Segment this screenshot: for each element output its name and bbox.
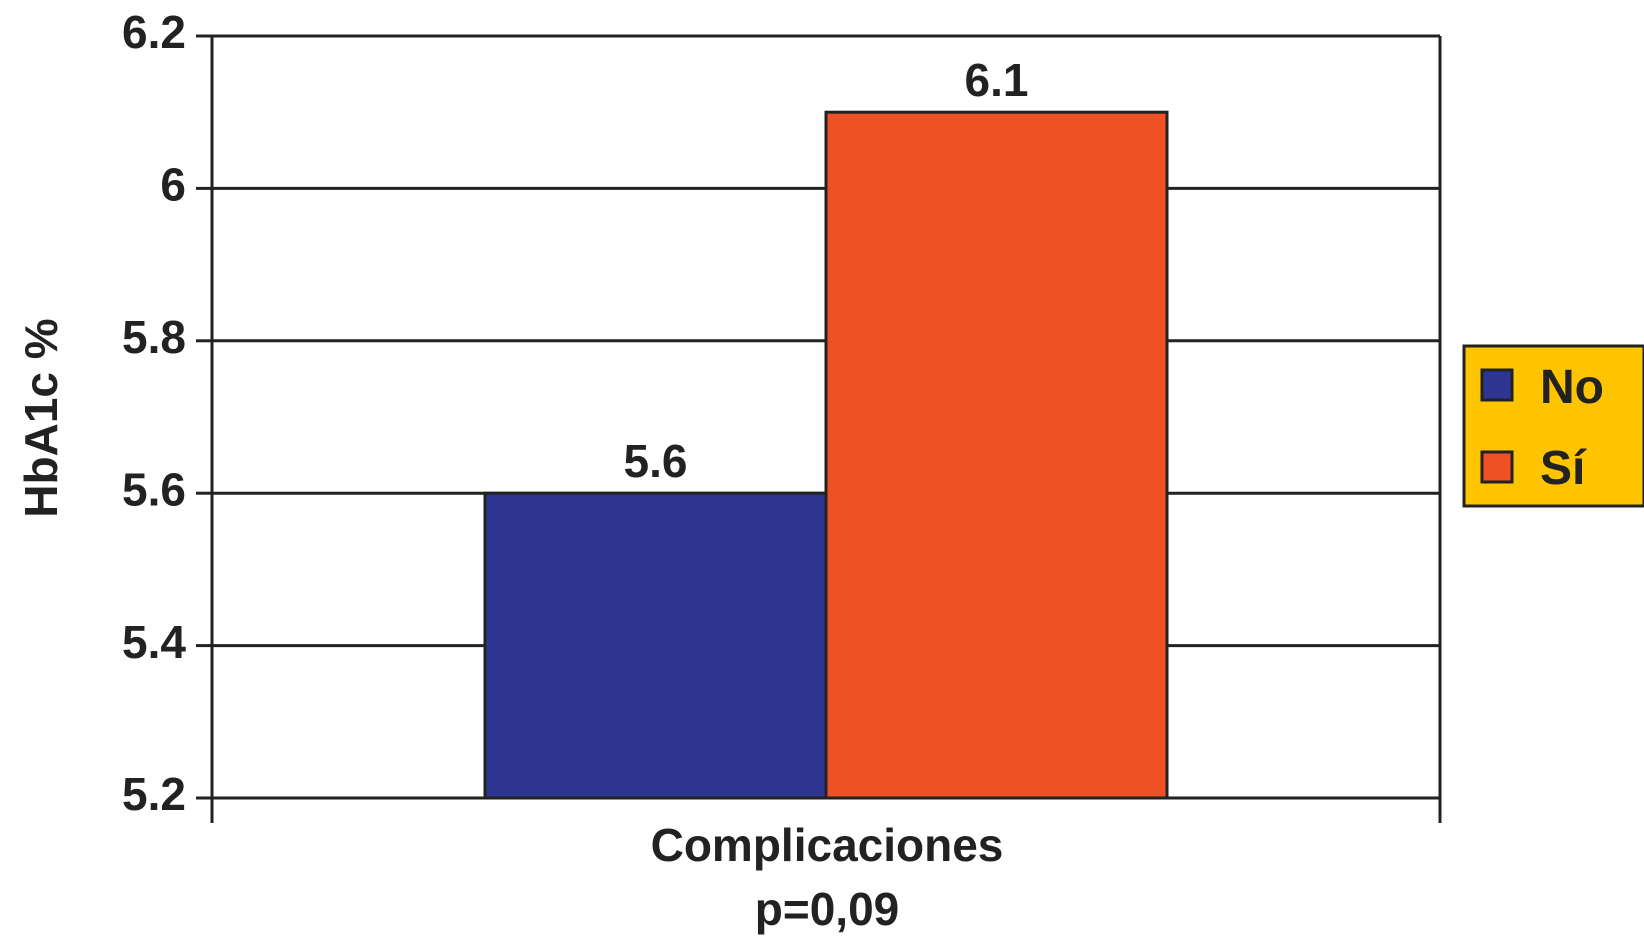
bars [483, 110, 1169, 800]
x-sublabel-pvalue: p=0,09 [755, 883, 900, 935]
data-label-no: 5.6 [624, 435, 688, 487]
legend-swatch-si [1480, 450, 1514, 484]
bar-si [824, 110, 1169, 800]
y-tick-label: 6 [160, 159, 186, 211]
y-tick-label: 5.2 [122, 768, 186, 820]
y-axis-title: HbA1c % [15, 318, 67, 517]
axes [210, 36, 1442, 823]
legend: No Sí [1462, 344, 1644, 508]
y-tick-labels: 5.2 5.4 5.6 5.8 6 6.2 [122, 6, 186, 820]
bar-no [483, 491, 828, 800]
y-tick-label: 6.2 [122, 6, 186, 58]
y-tick-label: 5.4 [122, 616, 186, 668]
data-label-si: 6.1 [965, 54, 1029, 106]
data-labels: 5.6 6.1 [624, 54, 1029, 487]
legend-label-si: Sí [1540, 442, 1587, 495]
y-tick-label: 5.6 [122, 463, 186, 515]
y-tick-label: 5.8 [122, 311, 186, 363]
legend-swatch-no [1480, 368, 1514, 402]
legend-label-no: No [1540, 361, 1604, 414]
x-category-label: Complicaciones [651, 819, 1004, 871]
